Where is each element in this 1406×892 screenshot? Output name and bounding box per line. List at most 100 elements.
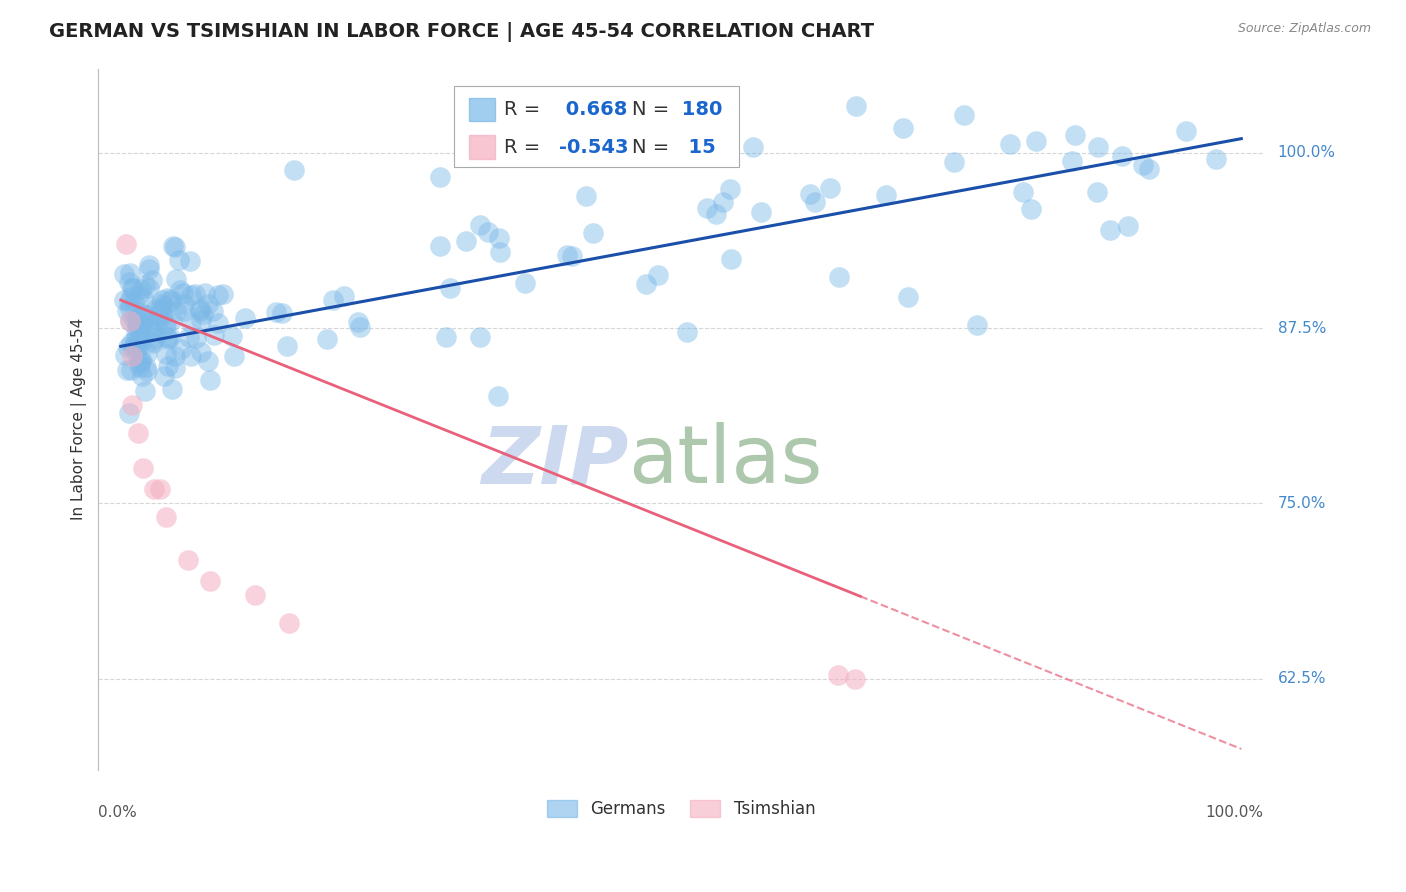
Point — [121, 281, 143, 295]
Point — [1099, 223, 1122, 237]
Point — [477, 225, 499, 239]
Point — [198, 373, 221, 387]
FancyBboxPatch shape — [470, 97, 495, 121]
Y-axis label: In Labor Force | Age 45-54: In Labor Force | Age 45-54 — [72, 318, 87, 520]
Text: GERMAN VS TSIMSHIAN IN LABOR FORCE | AGE 45-54 CORRELATION CHART: GERMAN VS TSIMSHIAN IN LABOR FORCE | AGE… — [49, 22, 875, 42]
Point — [141, 321, 163, 335]
Point — [115, 303, 138, 318]
Point — [148, 303, 170, 318]
Point — [167, 252, 190, 267]
Point — [943, 155, 966, 169]
Point — [966, 318, 988, 332]
Point — [799, 187, 821, 202]
Point — [118, 275, 141, 289]
Legend: Germans, Tsimshian: Germans, Tsimshian — [540, 793, 823, 825]
Point — [125, 326, 148, 340]
Point — [804, 194, 827, 209]
Point — [347, 315, 370, 329]
Point — [115, 363, 138, 377]
Point — [202, 327, 225, 342]
Point — [1000, 137, 1022, 152]
Point — [114, 348, 136, 362]
Point — [201, 303, 224, 318]
Point — [488, 231, 510, 245]
Text: 100.0%: 100.0% — [1278, 145, 1336, 161]
Point — [718, 182, 741, 196]
Point — [138, 262, 160, 277]
Point — [561, 249, 583, 263]
Point — [875, 188, 897, 202]
Point — [177, 552, 200, 566]
Point — [159, 292, 181, 306]
Point — [190, 345, 212, 359]
Point — [1116, 219, 1139, 233]
Point — [131, 317, 153, 331]
Point — [891, 120, 914, 135]
Point — [233, 311, 256, 326]
Point — [118, 295, 141, 310]
Point — [172, 286, 194, 301]
Point — [138, 258, 160, 272]
Point — [145, 301, 167, 315]
Point — [197, 353, 219, 368]
Point — [333, 289, 356, 303]
Point — [742, 140, 765, 154]
Point — [1060, 153, 1083, 168]
Point — [163, 349, 186, 363]
Point — [277, 615, 299, 630]
Point — [156, 291, 179, 305]
Point — [173, 297, 195, 311]
Point — [1205, 152, 1227, 166]
Point — [828, 269, 851, 284]
Point — [118, 314, 141, 328]
Point — [129, 354, 152, 368]
Point — [844, 672, 866, 686]
Point — [468, 330, 491, 344]
Point — [211, 287, 233, 301]
Point — [127, 311, 149, 326]
Point — [169, 342, 191, 356]
Point — [157, 359, 180, 373]
Point — [186, 331, 208, 345]
Text: N =: N = — [633, 137, 669, 156]
Point — [127, 316, 149, 330]
Point — [429, 169, 451, 184]
Point — [179, 254, 201, 268]
Point — [1063, 128, 1085, 143]
Point — [115, 236, 138, 251]
Point — [439, 281, 461, 295]
Point — [112, 293, 135, 307]
Point — [131, 368, 153, 383]
Point — [276, 339, 298, 353]
Text: 180: 180 — [675, 100, 723, 119]
Point — [162, 382, 184, 396]
Point — [636, 277, 658, 292]
Text: 62.5%: 62.5% — [1278, 672, 1326, 686]
Point — [1012, 185, 1035, 199]
Text: 100.0%: 100.0% — [1206, 805, 1264, 820]
Point — [165, 272, 187, 286]
Point — [142, 336, 165, 351]
Point — [647, 268, 669, 282]
FancyBboxPatch shape — [454, 86, 740, 167]
Point — [118, 406, 141, 420]
Text: 75.0%: 75.0% — [1278, 496, 1326, 511]
Text: R =: R = — [503, 100, 540, 119]
Point — [283, 163, 305, 178]
Point — [720, 252, 742, 266]
Point — [143, 483, 166, 497]
Point — [190, 313, 212, 327]
Point — [127, 333, 149, 347]
Text: atlas: atlas — [628, 422, 823, 500]
Text: 87.5%: 87.5% — [1278, 320, 1326, 335]
Point — [125, 348, 148, 362]
Point — [143, 318, 166, 332]
Text: ZIP: ZIP — [481, 422, 628, 500]
Point — [704, 207, 727, 221]
Point — [177, 329, 200, 343]
Point — [188, 303, 211, 318]
Point — [749, 205, 772, 219]
Point — [953, 108, 976, 122]
Text: Source: ZipAtlas.com: Source: ZipAtlas.com — [1237, 22, 1371, 36]
Point — [117, 340, 139, 354]
